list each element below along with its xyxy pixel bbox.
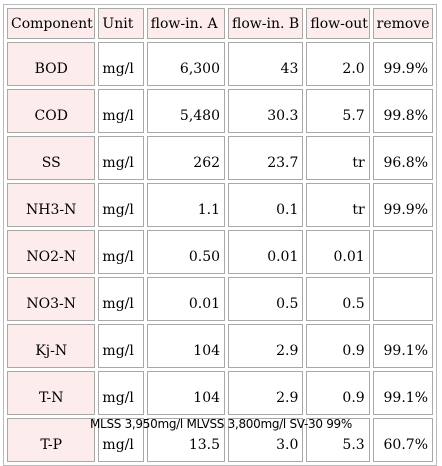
unit-cell: mg/l xyxy=(98,89,144,133)
table-row: SS mg/l 262 23.7 tr 96.8% xyxy=(7,136,433,180)
unit-cell: mg/l xyxy=(98,230,144,274)
remove-cell: 96.8% xyxy=(372,136,433,180)
table-row: NO2-N mg/l 0.50 0.01 0.01 xyxy=(7,230,433,274)
header-flow-in-b: flow-in. B xyxy=(228,8,304,39)
table-row: Kj-N mg/l 104 2.9 0.9 99.1% xyxy=(7,324,433,368)
component-cell: NH3-N xyxy=(7,183,96,227)
flow-in-a-cell: 5,480 xyxy=(146,89,226,133)
component-cell: COD xyxy=(7,89,96,133)
table-row: NH3-N mg/l 1.1 0.1 tr 99.9% xyxy=(7,183,433,227)
header-unit: Unit xyxy=(98,8,144,39)
flow-out-cell: 0.5 xyxy=(306,277,370,321)
remove-cell xyxy=(372,277,433,321)
flow-in-b-cell: 0.01 xyxy=(228,230,304,274)
unit-cell: mg/l xyxy=(98,183,144,227)
unit-cell: mg/l xyxy=(98,136,144,180)
table-row: T-N mg/l 104 2.9 0.9 99.1% xyxy=(7,371,433,415)
flow-in-a-cell: 1.1 xyxy=(146,183,226,227)
unit-cell: mg/l xyxy=(98,277,144,321)
remove-cell: 99.1% xyxy=(372,371,433,415)
remove-cell: 99.8% xyxy=(372,89,433,133)
header-flow-out: flow-out xyxy=(306,8,370,39)
flow-in-b-cell: 0.5 xyxy=(228,277,304,321)
flow-out-cell: 0.9 xyxy=(306,324,370,368)
unit-cell: mg/l xyxy=(98,371,144,415)
flow-in-a-cell: 104 xyxy=(146,371,226,415)
unit-cell: mg/l xyxy=(98,324,144,368)
component-cell: BOD xyxy=(7,42,96,86)
water-quality-table: Component Unit flow-in. A flow-in. B flo… xyxy=(3,4,437,466)
header-remove: remove xyxy=(372,8,433,39)
flow-out-cell: tr xyxy=(306,183,370,227)
table-footnote: MLSS 3,950mg/l MLVSS 3,800mg/l SV-30 99% xyxy=(90,417,352,431)
component-cell: T-N xyxy=(7,371,96,415)
component-cell: NO2-N xyxy=(7,230,96,274)
component-cell: SS xyxy=(7,136,96,180)
table-header-row: Component Unit flow-in. A flow-in. B flo… xyxy=(7,8,433,39)
table-row: NO3-N mg/l 0.01 0.5 0.5 xyxy=(7,277,433,321)
flow-out-cell: 0.9 xyxy=(306,371,370,415)
remove-cell xyxy=(372,230,433,274)
flow-in-a-cell: 0.50 xyxy=(146,230,226,274)
flow-out-cell: 5.7 xyxy=(306,89,370,133)
remove-cell: 99.1% xyxy=(372,324,433,368)
table-row: COD mg/l 5,480 30.3 5.7 99.8% xyxy=(7,89,433,133)
flow-in-a-cell: 262 xyxy=(146,136,226,180)
flow-out-cell: 2.0 xyxy=(306,42,370,86)
component-cell: Kj-N xyxy=(7,324,96,368)
header-flow-in-a: flow-in. A xyxy=(146,8,226,39)
flow-in-a-cell: 6,300 xyxy=(146,42,226,86)
flow-in-b-cell: 23.7 xyxy=(228,136,304,180)
unit-cell: mg/l xyxy=(98,42,144,86)
header-component: Component xyxy=(7,8,96,39)
flow-in-b-cell: 0.1 xyxy=(228,183,304,227)
component-cell: NO3-N xyxy=(7,277,96,321)
remove-cell: 99.9% xyxy=(372,42,433,86)
flow-in-b-cell: 43 xyxy=(228,42,304,86)
flow-in-a-cell: 104 xyxy=(146,324,226,368)
flow-in-b-cell: 30.3 xyxy=(228,89,304,133)
remove-cell: 99.9% xyxy=(372,183,433,227)
flow-in-a-cell: 0.01 xyxy=(146,277,226,321)
table-row: BOD mg/l 6,300 43 2.0 99.9% xyxy=(7,42,433,86)
flow-out-cell: tr xyxy=(306,136,370,180)
flow-out-cell: 0.01 xyxy=(306,230,370,274)
flow-in-b-cell: 2.9 xyxy=(228,371,304,415)
flow-in-b-cell: 2.9 xyxy=(228,324,304,368)
